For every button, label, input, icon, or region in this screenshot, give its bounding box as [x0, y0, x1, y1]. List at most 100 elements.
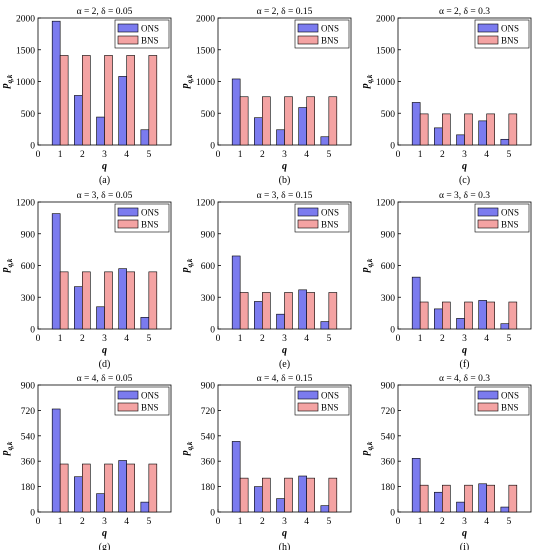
bar-bns-q2: [442, 484, 451, 513]
y-tick-label: 900: [21, 230, 36, 240]
bar-ons-q3: [96, 116, 105, 146]
bar-ons-q4: [118, 76, 127, 146]
bar-bns-q5: [328, 477, 338, 513]
x-tick-label: 2: [260, 150, 265, 160]
x-axis-label: q: [102, 528, 107, 539]
y-tick-label: 1500: [196, 46, 215, 56]
y-tick-label: 1000: [16, 78, 35, 88]
bar-ons-q3: [456, 318, 465, 330]
bar-bns-q1: [419, 301, 429, 330]
bar-ons-q2: [254, 301, 263, 330]
legend: ONS BNS: [294, 19, 350, 49]
y-tick-label: 0: [210, 142, 215, 152]
x-tick-label: 4: [304, 150, 309, 160]
bar-bns-q1: [419, 484, 429, 513]
legend-swatch-ons: [117, 23, 139, 33]
x-tick-label: 1: [238, 150, 243, 160]
y-tick-label: 360: [381, 458, 396, 468]
y-tick-label: 540: [21, 432, 36, 442]
legend: ONS BNS: [114, 203, 170, 233]
bar-bns-q1: [59, 55, 69, 146]
y-axis-label: pq,k: [180, 441, 194, 456]
x-axis-label: q: [282, 345, 287, 356]
chart-title: α = 4, δ = 0.15: [257, 374, 313, 384]
bar-bns-q2: [262, 477, 271, 513]
bar-bns-q2: [82, 55, 91, 146]
bar-ons-q5: [500, 506, 510, 513]
bar-ons-q4: [298, 289, 307, 330]
legend: ONS BNS: [294, 203, 350, 233]
panel-caption: (c): [459, 175, 470, 186]
x-tick-label: 3: [102, 517, 107, 527]
chart-title: α = 2, δ = 0.05: [77, 7, 133, 17]
legend-label-bns: BNS: [321, 220, 339, 230]
y-axis-label-subscript: q,k: [186, 74, 194, 83]
legend-label-ons: ONS: [501, 208, 519, 218]
x-tick-label: 2: [440, 517, 445, 527]
y-tick-label: 300: [381, 294, 396, 304]
chart-panel-3: 0 500 1000 1500 2000 0 1 2 3 4 5 ONS BNS α = 2, δ = 0…: [360, 7, 532, 186]
x-tick-label: 5: [326, 517, 331, 527]
bar-bns-q4: [306, 477, 315, 513]
x-tick-label: 0: [216, 517, 221, 527]
bar-bns-q3: [104, 55, 113, 146]
bar-bns-q1: [239, 96, 249, 146]
bar-bns-q2: [82, 463, 91, 513]
chart-panel-6: 0 300 600 900 1200 0 1 2 3 4 5 ONS BNS α = 3, δ = 0.3…: [360, 191, 532, 370]
y-tick-label: 0: [390, 142, 395, 152]
x-tick-label: 0: [396, 334, 401, 344]
chart-title: α = 4, δ = 0.05: [77, 374, 133, 384]
y-tick-label: 1200: [196, 199, 215, 209]
y-tick-label: 360: [21, 458, 36, 468]
bar-bns-q2: [442, 113, 451, 146]
y-axis-label-subscript: q,k: [366, 74, 374, 83]
bar-ons-q3: [276, 129, 285, 146]
legend-swatch-bns: [477, 402, 499, 412]
legend-label-ons: ONS: [141, 24, 159, 34]
bar-bns-q2: [262, 292, 271, 330]
y-tick-label: 0: [30, 509, 35, 519]
bar-bns-q4: [306, 292, 315, 330]
bar-ons-q2: [254, 117, 263, 146]
x-tick-label: 2: [440, 334, 445, 344]
bar-bns-q3: [104, 271, 113, 330]
legend-swatch-ons: [477, 23, 499, 33]
legend-label-ons: ONS: [501, 24, 519, 34]
bar-ons-q1: [51, 20, 61, 146]
bar-bns-q4: [486, 113, 495, 146]
bar-ons-q1: [411, 276, 421, 330]
y-tick-label: 500: [201, 110, 216, 120]
legend: ONS BNS: [474, 19, 530, 49]
chart-title: α = 2, δ = 0.15: [257, 7, 313, 17]
bar-ons-q1: [51, 408, 61, 513]
y-axis-label: pq,k: [180, 74, 194, 89]
panel-caption: (b): [279, 175, 291, 186]
panel-caption: (a): [99, 175, 110, 186]
legend-label-ons: ONS: [321, 208, 339, 218]
panel-caption: (f): [460, 359, 470, 370]
bar-ons-q5: [140, 129, 150, 146]
x-tick-label: 5: [146, 517, 151, 527]
x-tick-label: 5: [326, 334, 331, 344]
bar-bns-q3: [284, 96, 293, 146]
y-tick-label: 720: [21, 407, 36, 417]
legend-label-bns: BNS: [141, 220, 159, 230]
bar-ons-q5: [500, 138, 510, 146]
x-tick-label: 4: [124, 517, 129, 527]
y-tick-label: 1000: [196, 78, 215, 88]
y-tick-label: 180: [201, 483, 216, 493]
bar-bns-q2: [82, 271, 91, 330]
y-tick-label: 540: [381, 432, 396, 442]
bar-bns-q4: [486, 484, 495, 513]
bar-ons-q1: [231, 441, 241, 513]
legend-label-ons: ONS: [321, 391, 339, 401]
bar-ons-q5: [320, 505, 330, 513]
y-tick-label: 360: [201, 458, 216, 468]
bar-bns-q3: [284, 477, 293, 513]
bar-bns-q5: [148, 55, 158, 146]
legend-label-bns: BNS: [501, 403, 519, 413]
y-tick-label: 0: [30, 326, 35, 336]
bar-bns-q5: [508, 301, 518, 330]
